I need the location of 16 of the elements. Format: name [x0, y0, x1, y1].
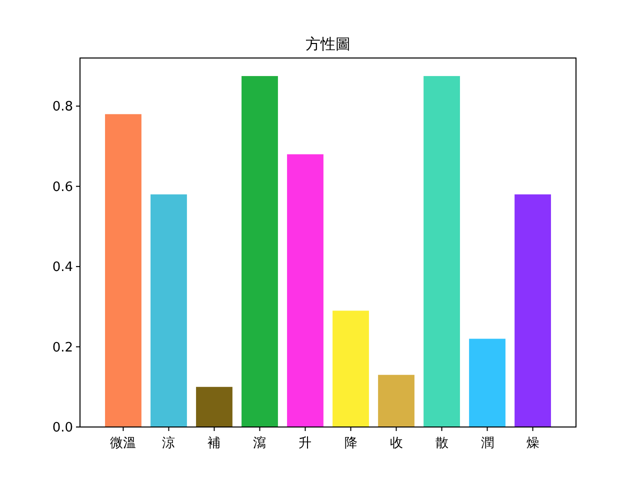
- x-tick-label: 收: [390, 436, 403, 451]
- x-tick-label: 潤: [480, 436, 494, 451]
- chart-title: 方性圖: [306, 35, 350, 53]
- y-tick-label: 0.6: [52, 180, 73, 195]
- y-tick-label: 0.4: [52, 260, 73, 276]
- x-tick-label: 燥: [526, 436, 540, 451]
- y-tick-label: 0.0: [52, 420, 73, 436]
- x-tick-label: 散: [435, 436, 448, 451]
- x-tick-label: 涼: [162, 436, 176, 451]
- x-tick-label: 瀉: [253, 436, 266, 451]
- y-tick-label: 0.2: [52, 340, 73, 356]
- x-tick-label: 微溫: [110, 436, 136, 451]
- x-tick-label: 升: [298, 436, 312, 451]
- y-tick-label: 0.8: [52, 100, 73, 115]
- x-tick-label: 降: [344, 436, 358, 451]
- x-tick-label: 補: [208, 436, 221, 451]
